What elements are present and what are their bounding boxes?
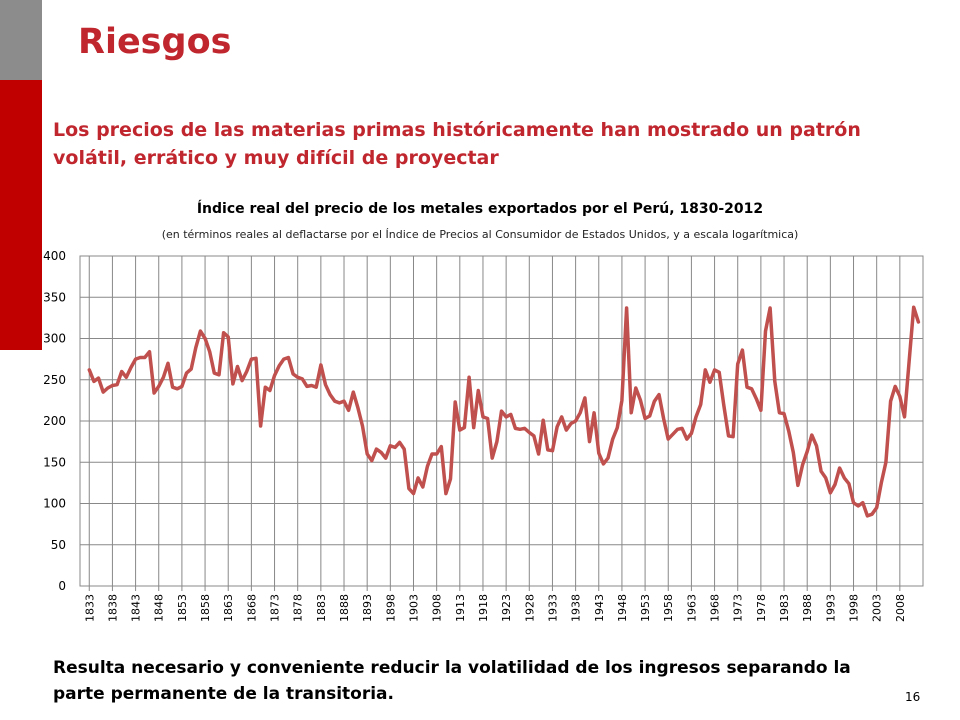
x-tick-label: 1948 xyxy=(616,594,629,622)
x-tick-label: 1903 xyxy=(407,594,420,622)
x-tick-label: 1893 xyxy=(361,594,374,622)
y-tick-label: 100 xyxy=(43,497,66,511)
x-tick-label: 1963 xyxy=(685,594,698,622)
x-tick-label: 1873 xyxy=(269,594,282,622)
x-tick-label: 1968 xyxy=(709,594,722,622)
chart-subtitle: (en términos reales al deflactarse por e… xyxy=(161,228,799,241)
y-tick-label: 250 xyxy=(43,373,66,387)
x-tick-label: 1943 xyxy=(593,594,606,622)
x-tick-label: 1863 xyxy=(222,594,235,622)
x-tick-label: 1908 xyxy=(431,594,444,622)
x-tick-label: 1923 xyxy=(500,594,513,622)
x-tick-label: 1883 xyxy=(315,594,328,622)
x-tick-label: 1933 xyxy=(546,594,559,622)
y-tick-label: 200 xyxy=(43,414,66,428)
page-number: 16 xyxy=(905,690,921,704)
x-tick-label: 1993 xyxy=(824,594,837,622)
accent-bar-gray xyxy=(0,0,42,80)
y-tick-label: 0 xyxy=(58,579,66,593)
x-tick-label: 1983 xyxy=(778,594,791,622)
x-tick-label: 1888 xyxy=(338,594,351,622)
x-tick-label: 1928 xyxy=(523,594,536,622)
y-tick-label: 400 xyxy=(43,249,66,263)
x-tick-label: 1938 xyxy=(570,594,583,622)
x-tick-label: 1953 xyxy=(639,594,652,622)
y-tick-label: 350 xyxy=(43,290,66,304)
x-tick-label: 2008 xyxy=(894,594,907,622)
chart-title: Índice real del precio de los metales ex… xyxy=(196,201,764,217)
accent-bar-red xyxy=(0,80,42,350)
x-tick-label: 1868 xyxy=(245,594,258,622)
x-tick-label: 1898 xyxy=(384,594,397,622)
x-tick-label: 1988 xyxy=(801,594,814,622)
x-tick-label: 1848 xyxy=(153,594,166,622)
x-tick-label: 1958 xyxy=(662,594,675,622)
y-tick-label: 150 xyxy=(43,455,66,469)
x-tick-label: 1833 xyxy=(83,594,96,622)
x-tick-label: 1998 xyxy=(848,594,861,622)
x-tick-label: 1913 xyxy=(454,594,467,622)
x-tick-label: 1858 xyxy=(199,594,212,622)
slide-title: Riesgos xyxy=(78,22,232,62)
x-tick-label: 1838 xyxy=(106,594,119,622)
x-tick-label: 1843 xyxy=(130,594,143,622)
x-tick-label: 2003 xyxy=(871,594,884,622)
x-tick-label: 1973 xyxy=(732,594,745,622)
x-tick-label: 1918 xyxy=(477,594,490,622)
x-tick-label: 1978 xyxy=(755,594,768,622)
y-tick-label: 300 xyxy=(43,332,66,346)
x-tick-label: 1878 xyxy=(292,594,305,622)
x-tick-label: 1853 xyxy=(176,594,189,622)
y-tick-label: 50 xyxy=(51,538,66,552)
slide-footer: Resulta necesario y conveniente reducir … xyxy=(53,658,851,704)
slide-subtitle: Los precios de las materias primas histó… xyxy=(53,119,861,169)
series-line xyxy=(87,305,921,518)
